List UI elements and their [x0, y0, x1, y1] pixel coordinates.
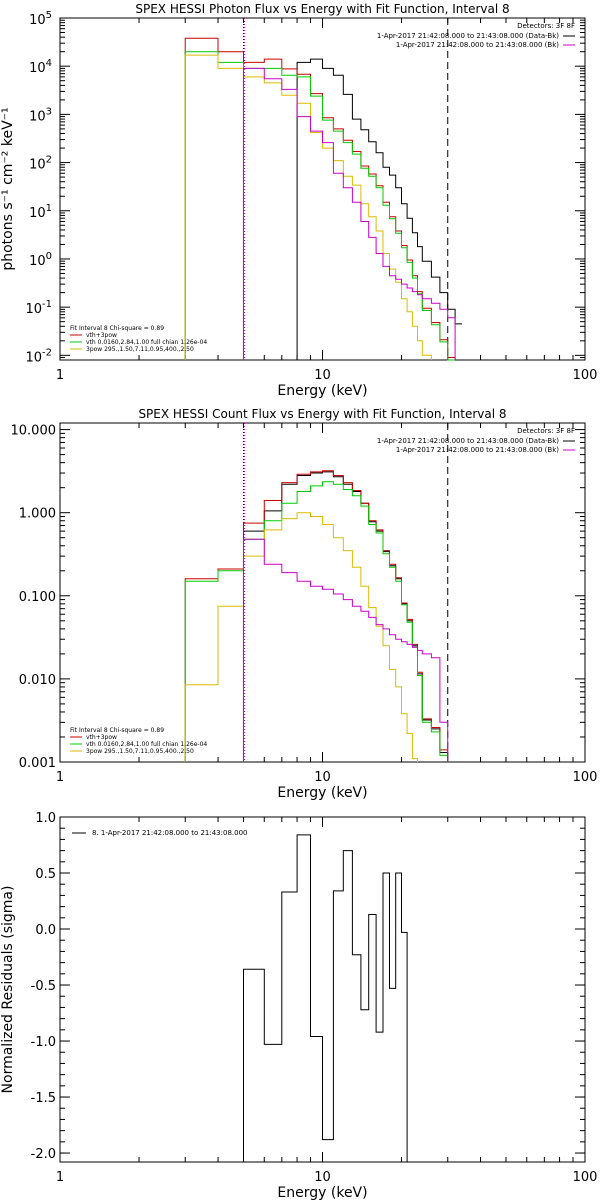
series-line-1	[243, 834, 408, 1162]
y-tick-label: 10-1	[25, 299, 52, 317]
y-tick-label: -1.5	[31, 1091, 56, 1106]
x-tick-label: 10	[314, 1170, 331, 1185]
legend-header: Fit Interval 8 Chi-square = 0.89	[70, 325, 164, 332]
y-tick-label: 0.100	[19, 590, 56, 605]
series-line-5	[243, 538, 449, 762]
series-line-2	[184, 37, 456, 360]
legend-entry: 1-Apr-2017 21:42:08.000 to 21:43:08.000 …	[396, 446, 559, 454]
chart-title: SPEX HESSI Count Flux vs Energy with Fit…	[138, 407, 506, 421]
legend-header: Detectors: 3F 8F	[517, 22, 575, 30]
y-tick-label: 100	[29, 251, 52, 269]
legend-entry: 1-Apr-2017 21:42:08.000 to 21:43:08.000 …	[396, 41, 559, 49]
y-tick-base: 10	[29, 13, 46, 28]
x-axis-label: Energy (keV)	[277, 1185, 367, 1200]
y-tick-exponent: -1	[42, 299, 52, 310]
y-tick-exponent: 5	[46, 10, 52, 21]
y-tick-base: 10	[29, 158, 46, 173]
y-tick-base: 10	[29, 61, 46, 76]
y-tick-base: 10	[25, 350, 42, 365]
y-tick-label: 0.001	[19, 756, 56, 771]
legend-header: Detectors: 3F 8F	[517, 427, 575, 435]
series-line-5	[243, 67, 456, 360]
series-line-4	[184, 512, 418, 762]
y-tick-base: 10	[29, 206, 46, 221]
x-tick-label: 100	[573, 368, 598, 383]
legend-entry: vth 0.0160,2.84,1.00 full chian 1.26e-04	[86, 339, 207, 346]
x-tick-label: 1	[56, 770, 64, 785]
series-line-4	[184, 54, 432, 360]
x-tick-label: 10	[314, 770, 331, 785]
y-tick-exponent: 1	[46, 203, 52, 214]
panel-1: SPEX HESSI Photon Flux vs Energy with Fi…	[0, 2, 597, 399]
y-tick-label: 1.000	[19, 507, 56, 522]
legend-entry: vth 0.0160,2.84,1.00 full chian 1.26e-04	[86, 741, 207, 748]
chart-title: SPEX HESSI Photon Flux vs Energy with Fi…	[135, 2, 509, 16]
series-line-3	[184, 51, 456, 361]
y-tick-label: 103	[29, 106, 52, 124]
y-tick-label: -0.5	[31, 979, 56, 994]
y-tick-label: 0.5	[35, 867, 56, 882]
legend-header: Fit Interval 8 Chi-square = 0.89	[70, 727, 164, 734]
y-tick-label: -2.0	[31, 1147, 56, 1162]
x-tick-label: 100	[573, 1170, 598, 1185]
legend-entry: 3pow 295.,1.50,7.11,0.95,400.,2.50	[86, 346, 194, 353]
plot-frame	[59, 17, 586, 361]
y-tick-label: 102	[29, 155, 52, 173]
y-axis-label: Normalized Residuals (sigma)	[0, 886, 16, 1094]
legend-entry: 1-Apr-2017 21:42:08.000 to 21:43:08.000 …	[377, 32, 559, 40]
y-tick-base: 10	[29, 254, 46, 269]
x-tick-label: 10	[314, 368, 331, 383]
y-tick-base: 10	[25, 302, 42, 317]
y-tick-label: 1.0	[35, 811, 56, 826]
series-line-3	[184, 481, 449, 762]
x-axis-label: Energy (keV)	[277, 383, 367, 399]
x-axis-label: Energy (keV)	[277, 785, 367, 801]
panel-2: SPEX HESSI Count Flux vs Energy with Fit…	[11, 407, 598, 801]
y-tick-exponent: 2	[46, 155, 52, 166]
y-tick-exponent: -2	[42, 347, 52, 358]
y-tick-label: 101	[29, 203, 52, 221]
legend-entry: vth+3pow	[86, 734, 117, 741]
plot-frame	[59, 422, 586, 763]
y-tick-exponent: 3	[46, 106, 52, 117]
y-tick-label: 0.010	[19, 673, 56, 688]
y-tick-label: 10-2	[25, 347, 52, 365]
y-tick-label: 0.0	[35, 923, 56, 938]
y-tick-exponent: 4	[46, 58, 52, 69]
y-axis-label: photons s⁻¹ cm⁻² keV⁻¹	[0, 107, 16, 270]
series-line-2	[184, 470, 449, 762]
panel-3: 1 10 100 Energy (keV) -2.0 -1.5 -1.0 -0.5 0.0 0.5…	[0, 811, 597, 1200]
legend-entry: 3pow 295.,1.50,7.11,0.95,400.,2.50	[86, 748, 194, 755]
legend-entry: 8. 1-Apr-2017 21:42:08.000 to 21:43:08.0…	[92, 829, 247, 837]
legend-entry: vth+3pow	[86, 332, 117, 339]
x-tick-label: 100	[573, 770, 598, 785]
legend-entry: 1-Apr-2017 21:42:08.000 to 21:43:08.000 …	[377, 437, 559, 445]
series-line-1	[243, 471, 449, 762]
y-tick-label: 105	[29, 10, 52, 28]
y-tick-label: 104	[29, 58, 52, 76]
x-tick-label: 1	[56, 1170, 64, 1185]
y-tick-exponent: 0	[46, 251, 52, 262]
series-line-1	[296, 58, 462, 360]
y-tick-label: -1.0	[31, 1035, 56, 1050]
x-tick-label: 1	[56, 368, 64, 383]
y-tick-label: 10.000	[11, 424, 57, 439]
y-tick-base: 10	[29, 109, 46, 124]
